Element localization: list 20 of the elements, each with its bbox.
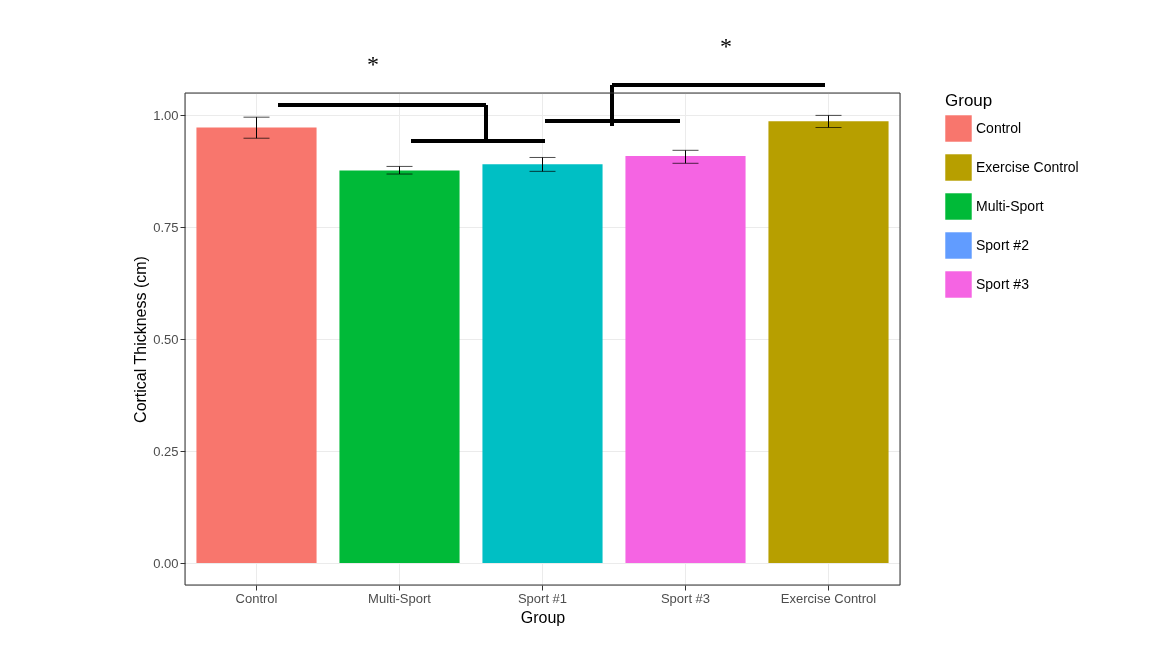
x-axis-title: Group xyxy=(520,608,566,626)
x-tick-label: Control xyxy=(235,590,278,606)
y-axis-title: Cortical Thickness (cm) xyxy=(132,256,150,423)
y-tick-label: 0.25 xyxy=(153,443,179,459)
x-tick-label: Sport #1 xyxy=(517,590,568,606)
y-tick-label: 0.50 xyxy=(153,331,179,347)
text: * xyxy=(367,51,379,77)
x-tick-label: Multi-Sport xyxy=(368,590,432,606)
legend-label: Control xyxy=(976,119,1022,136)
x-tick-label: Exercise Control xyxy=(780,590,877,606)
y-tick-label: 1.00 xyxy=(153,107,179,123)
text: * xyxy=(720,33,732,59)
y-tick-label: 0.75 xyxy=(153,219,179,235)
legend-label: Sport #3 xyxy=(976,275,1030,292)
legend-label: Sport #2 xyxy=(976,236,1030,253)
x-tick-label: Sport #3 xyxy=(660,590,711,606)
legend-title: Group xyxy=(945,91,993,110)
legend-label: Exercise Control xyxy=(976,158,1079,175)
legend-label: Multi-Sport xyxy=(976,197,1044,214)
y-tick-label: 0.00 xyxy=(153,555,179,571)
